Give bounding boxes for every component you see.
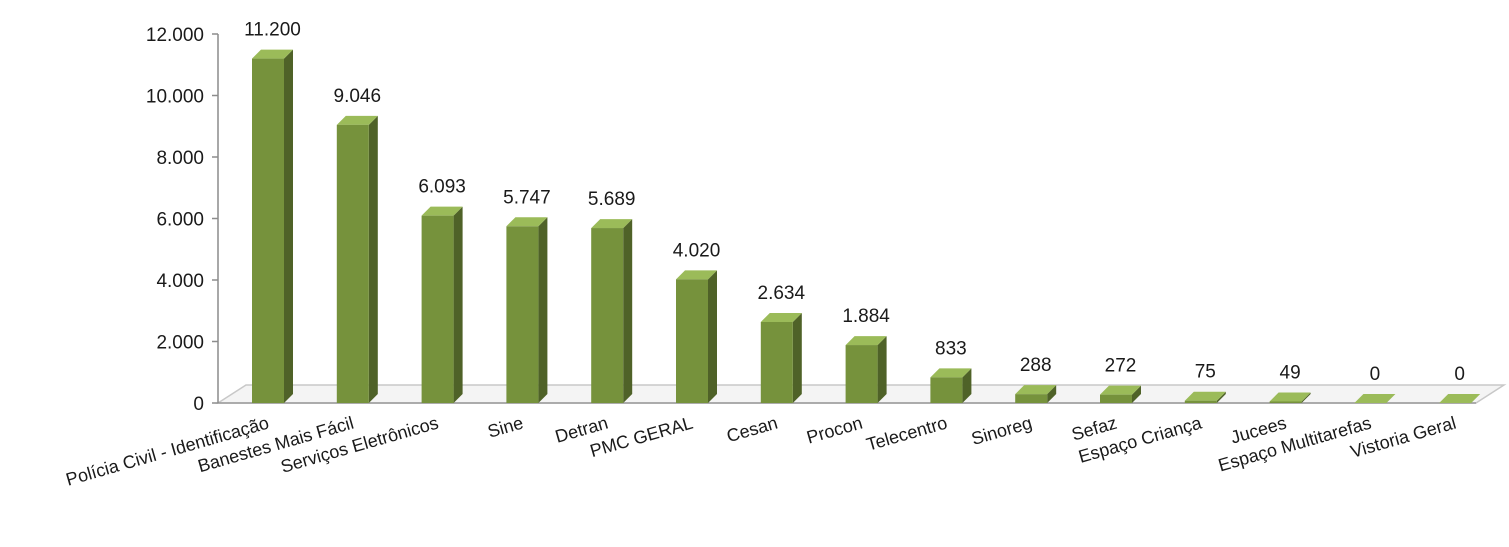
bar-side [1301, 392, 1311, 403]
bar-top [1269, 392, 1311, 402]
data-label: 5.747 [503, 187, 551, 208]
bar [1354, 394, 1396, 403]
bar-top [336, 115, 378, 125]
data-label: 49 [1280, 362, 1301, 383]
bar [591, 219, 633, 403]
y-tick-label: 8.000 [156, 148, 204, 169]
bar-front [421, 215, 454, 403]
bar [760, 313, 802, 403]
data-label: 272 [1105, 356, 1137, 377]
bar-front [1184, 400, 1217, 403]
category-label: Telecentro [864, 413, 949, 455]
bar [845, 336, 887, 403]
data-label: 833 [935, 338, 967, 359]
bar-side [1132, 385, 1141, 403]
bars [252, 49, 1481, 403]
data-label: 288 [1020, 355, 1052, 376]
bar-front [506, 226, 539, 403]
y-tick-label: 2.000 [156, 333, 204, 354]
bar-side [962, 368, 972, 403]
bar-side [708, 270, 717, 403]
bar-top [760, 313, 802, 323]
bar [1015, 385, 1057, 403]
bar-front [1100, 394, 1132, 403]
bar [506, 217, 548, 403]
bar [676, 270, 717, 403]
y-tick-label: 0 [193, 394, 204, 415]
data-label: 4.020 [673, 240, 721, 261]
data-label: 6.093 [418, 177, 466, 198]
bar-front [845, 345, 878, 403]
bar-front [930, 377, 963, 403]
bar-front [252, 58, 284, 403]
category-label: Cesan [724, 413, 780, 447]
y-tick-label: 4.000 [156, 271, 204, 292]
bar-side [792, 313, 802, 403]
bar-side [284, 49, 293, 403]
bar [1184, 391, 1226, 403]
data-label: 11.200 [244, 20, 301, 41]
data-label: 0 [1370, 364, 1381, 385]
bar-top [506, 217, 548, 227]
data-label: 75 [1195, 362, 1216, 383]
bar [336, 115, 378, 403]
y-tick-label: 12.000 [146, 25, 204, 46]
bar-side [623, 219, 633, 403]
data-label: 2.634 [758, 283, 806, 304]
bar-side [877, 336, 887, 403]
bar [1439, 394, 1481, 403]
bar-top [252, 49, 293, 59]
bar-side [1047, 385, 1057, 403]
bar [421, 206, 463, 403]
bar-front [760, 322, 793, 403]
bar-side [1216, 391, 1226, 403]
data-labels: 11.200 9.046 6.093 5.747 5.689 4.020 2.634 1.88… [244, 20, 1465, 385]
data-label: 9.046 [334, 86, 382, 107]
bar-front [1015, 394, 1048, 403]
bar-side [368, 115, 378, 403]
bar [1269, 392, 1311, 403]
bar-front [676, 279, 708, 403]
bar-top [930, 368, 972, 378]
y-tick-label: 6.000 [156, 210, 204, 231]
category-label: Sine [485, 413, 525, 442]
y-axis: 0 2.000 4.000 6.000 8.000 10.000 12.000 [146, 25, 219, 415]
bar [252, 49, 293, 403]
bar-top [1100, 385, 1141, 395]
bar-top [1015, 385, 1057, 395]
bar [1100, 385, 1141, 403]
category-label: Procon [804, 413, 864, 448]
bar-top [845, 336, 887, 346]
bar-top [421, 206, 463, 216]
data-label: 0 [1454, 364, 1465, 385]
bar-top [1439, 394, 1481, 403]
bar-side [538, 217, 548, 403]
category-label: Sinoreg [969, 413, 1034, 449]
bar-front [591, 228, 624, 403]
data-label: 1.884 [842, 306, 890, 327]
bar-top [1184, 391, 1226, 401]
bar-front [336, 124, 369, 403]
y-tick-label: 10.000 [146, 87, 204, 108]
bar-top [676, 270, 717, 280]
bar-top [591, 219, 633, 229]
bar-front [1269, 401, 1302, 403]
bar [930, 368, 972, 403]
data-label: 5.689 [588, 189, 636, 210]
bar-side [453, 206, 463, 403]
bar-top [1354, 394, 1396, 403]
